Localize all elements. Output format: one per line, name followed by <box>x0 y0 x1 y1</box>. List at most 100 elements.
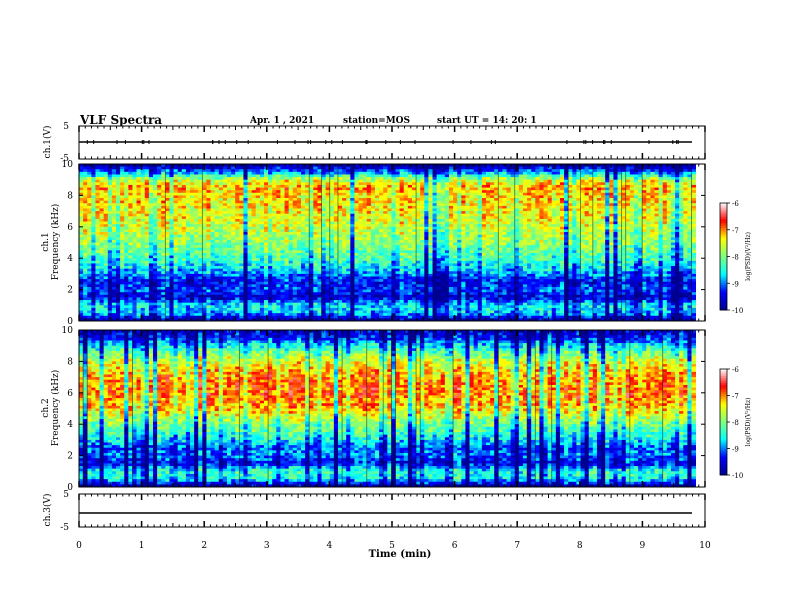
spectrogram-cell-1 <box>465 192 470 196</box>
spectrogram-cell-1 <box>543 177 549 181</box>
spectrogram-cell-1 <box>527 198 532 202</box>
spectrogram-cell-1 <box>601 234 606 238</box>
spectrogram-cell-1 <box>268 221 273 225</box>
spectrogram-cell-1 <box>621 224 627 228</box>
spectrogram-cell-1 <box>165 213 170 217</box>
spectrogram-cell-1 <box>358 213 364 217</box>
spectrogram-cell-1 <box>181 166 187 170</box>
spectrogram-cell-1 <box>440 198 446 202</box>
spectrogram-cell-1 <box>498 198 503 202</box>
spectrogram-cell-1 <box>276 208 281 212</box>
spectrogram-cell-1 <box>313 171 318 175</box>
spectrogram-cell-1 <box>305 242 310 246</box>
spectrogram-cell-1 <box>477 237 483 241</box>
spectrogram-cell-1 <box>642 234 647 238</box>
spectrogram-cell-1 <box>391 200 396 204</box>
spectrogram-cell-1 <box>675 242 680 246</box>
spectrogram-cell-1 <box>337 234 343 238</box>
spectrogram-cell-1 <box>337 187 343 191</box>
spectrogram-cell-1 <box>436 213 442 217</box>
spectrogram-cell-1 <box>420 211 425 215</box>
spectrogram-cell-1 <box>181 229 187 233</box>
spectrogram-cell-1 <box>116 187 121 191</box>
spectrogram-cell-1 <box>691 213 697 217</box>
spectrogram-cell-1 <box>354 239 359 243</box>
spectrogram-cell-1 <box>584 174 590 178</box>
spectrogram-cell-1 <box>650 224 655 228</box>
spectrogram-cell-1 <box>222 229 228 233</box>
spectrogram-cell-1 <box>87 234 92 238</box>
spectrogram-cell-1 <box>490 208 495 212</box>
spectrogram-cell-1 <box>305 184 310 188</box>
spectrogram-cell-1 <box>662 200 668 204</box>
spectrogram-cell-1 <box>638 184 643 188</box>
spectrogram-cell-1 <box>551 166 557 170</box>
spectrogram-cell-1 <box>551 169 557 173</box>
spectrogram-cell-1 <box>173 192 179 196</box>
spectrogram-cell-1 <box>407 239 413 243</box>
spectrogram-cell-1 <box>210 247 216 251</box>
spectrogram-cell-1 <box>226 247 232 251</box>
spectrogram-cell-1 <box>194 218 199 222</box>
spectrogram-cell-1 <box>490 216 495 220</box>
spectrogram-cell-1 <box>185 234 191 238</box>
spectrogram-cell-1 <box>691 208 697 212</box>
spectrogram-cell-1 <box>194 205 199 209</box>
spectrogram-cell-1 <box>124 247 129 251</box>
spectrogram-cell-1 <box>518 166 524 170</box>
spectrogram-cell-1 <box>243 195 248 199</box>
spectrogram-cell-1 <box>354 218 359 222</box>
spectrogram-cell-1 <box>646 239 651 243</box>
spectrogram-cell-1 <box>568 234 573 238</box>
spectrogram-cell-1 <box>666 205 672 209</box>
spectrogram-cell-1 <box>284 221 290 225</box>
spectrogram-cell-1 <box>99 216 105 220</box>
spectrogram-cell-1 <box>116 184 121 188</box>
spectrogram-cell-1 <box>662 195 668 199</box>
spectrogram-cell-1 <box>263 203 269 207</box>
spectrogram-cell-1 <box>395 166 401 170</box>
spectrogram-cell-1 <box>494 245 499 249</box>
spectrogram-cell-1 <box>407 232 413 236</box>
spectrogram-cell-1 <box>128 184 133 188</box>
spectrogram-cell-1 <box>411 179 417 183</box>
spectrogram-cell-1 <box>527 192 532 196</box>
spectrogram-cell-1 <box>280 203 285 207</box>
spectrogram-cell-1 <box>292 166 298 170</box>
spectrogram-cell-1 <box>564 195 569 199</box>
spectrogram-cell-1 <box>337 232 343 236</box>
spectrogram-cell-1 <box>116 226 121 230</box>
spectrogram-cell-1 <box>296 174 302 178</box>
spectrogram-cell-1 <box>539 195 544 199</box>
spectrogram-cell-1 <box>218 177 224 181</box>
spectrogram-cell-1 <box>284 195 290 199</box>
spectrogram-cell-1 <box>568 184 573 188</box>
spectrogram-cell-1 <box>638 171 643 175</box>
spectrogram-cell-1 <box>95 187 100 191</box>
spectrogram-cell-1 <box>235 166 240 170</box>
spectrogram-cell-1 <box>165 166 170 170</box>
spectrogram-cell-1 <box>358 216 364 220</box>
spectrogram-cell-1 <box>374 179 380 183</box>
spectrogram-cell-1 <box>613 211 618 215</box>
spectrogram-cell-1 <box>185 216 191 220</box>
spectrogram-cell-1 <box>272 164 277 168</box>
spectrogram-cell-1 <box>292 226 298 230</box>
spectrogram-cell-1 <box>87 216 92 220</box>
spectrogram-cell-1 <box>333 218 339 222</box>
spectrogram-cell-1 <box>613 216 618 220</box>
spectrogram-cell-1 <box>321 182 327 186</box>
spectrogram-cell-1 <box>99 190 105 194</box>
spectrogram-cell-1 <box>535 229 540 233</box>
spectrogram-cell-1 <box>514 198 520 202</box>
spectrogram-cell-1 <box>194 198 199 202</box>
spectrogram-cell-1 <box>465 245 470 249</box>
spectrogram-cell-1 <box>202 182 207 186</box>
spectrogram-cell-1 <box>116 177 121 181</box>
spectrogram-cell-1 <box>325 226 331 230</box>
spectrogram-cell-1 <box>518 213 524 217</box>
station-label: station=MOS <box>343 116 411 126</box>
spectrogram-cell-1 <box>116 218 121 222</box>
spectrogram-cell-1 <box>337 182 343 186</box>
spectrogram-cell-1 <box>239 205 244 209</box>
